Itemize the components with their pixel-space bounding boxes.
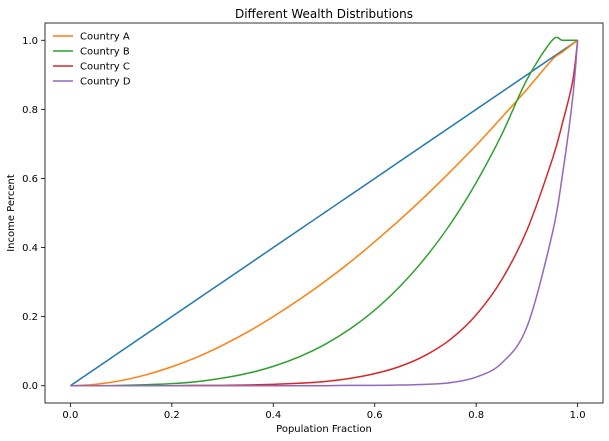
y-tick-label: 0.0 [22,381,38,392]
series-line-country-a [70,39,579,387]
y-axis-label: Income Percent [6,174,17,252]
axis-ticks: 0.0 0.2 0.4 0.6 0.8 1.0 0.0 0.2 0.4 0.6 0.8 1.0 [22,36,585,421]
x-tick-label: 1.0 [570,410,586,421]
series-line-country-b [70,36,578,387]
legend-label: Country C [80,62,130,73]
chart-title: Different Wealth Distributions [235,7,413,21]
legend-label: Country A [80,32,130,43]
y-tick-label: 1.0 [22,36,38,47]
y-tick-label: 0.6 [22,174,38,185]
series-lines [69,36,579,387]
x-tick-label: 0.4 [265,410,281,421]
y-tick-label: 0.4 [22,243,38,254]
y-tick-label: 0.2 [22,312,38,323]
legend-label: Country B [80,47,130,58]
x-tick-label: 0.2 [164,410,180,421]
legend: Country A Country B Country C Country D [53,32,131,88]
plot-frame [44,22,604,404]
x-tick-label: 0.6 [367,410,383,421]
series-line-0 [69,39,579,387]
y-tick-label: 0.8 [22,105,38,116]
x-tick-label: 0.8 [468,410,484,421]
series-line-country-d [70,40,579,387]
x-tick-label: 0.0 [62,410,78,421]
legend-label: Country D [80,77,131,88]
x-axis-label: Population Fraction [276,424,372,435]
